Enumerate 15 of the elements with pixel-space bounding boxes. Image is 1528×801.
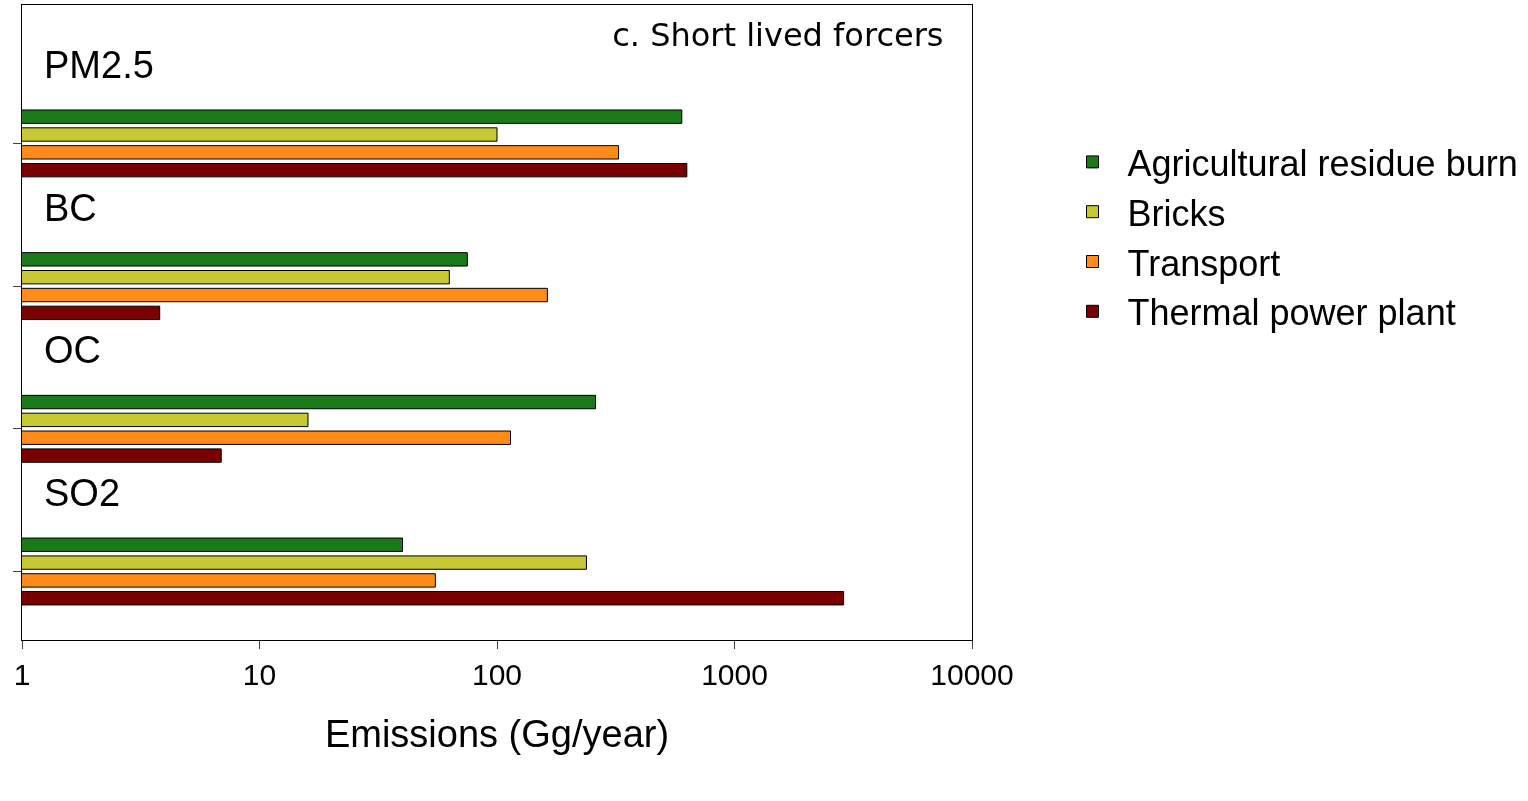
x-tick-label: 1000: [701, 658, 768, 691]
y-tick-label: BC: [44, 187, 97, 229]
x-tick-label: 100: [471, 658, 523, 691]
x-axis-title: Emissions (Gg/year): [324, 713, 670, 756]
chart-title: c. Short lived forcers: [612, 16, 944, 55]
legend-label: Bricks: [1127, 192, 1226, 234]
y-tick-label: PM2.5: [44, 44, 154, 86]
legend-label: Transport: [1127, 242, 1281, 284]
legend-label: Thermal power plant: [1127, 292, 1456, 334]
y-tick-label: SO2: [44, 472, 121, 514]
x-tick-label: 1: [13, 658, 31, 691]
x-tick-label: 10: [242, 658, 277, 691]
legend-label: Agricultural residue burn: [1127, 142, 1518, 184]
x-tick-label: 10000: [930, 658, 1014, 691]
y-tick-label: OC: [44, 329, 101, 371]
